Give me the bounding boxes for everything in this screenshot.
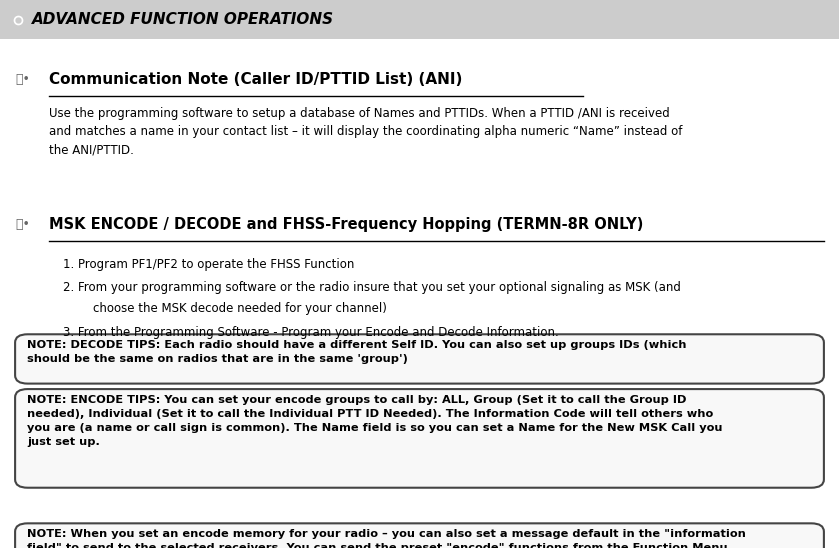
Text: Use the programming software to setup a database of Names and PTTIDs. When a PTT: Use the programming software to setup a …	[49, 107, 682, 157]
FancyBboxPatch shape	[0, 0, 839, 39]
Text: 2. From your programming software or the radio insure that you set your optional: 2. From your programming software or the…	[63, 281, 680, 294]
FancyBboxPatch shape	[15, 523, 824, 548]
Text: 〜•: 〜•	[15, 73, 30, 86]
Text: NOTE: ENCODE TIPS: You can set your encode groups to call by: ALL, Group (Set it: NOTE: ENCODE TIPS: You can set your enco…	[27, 395, 722, 447]
Text: 〜•: 〜•	[15, 218, 30, 231]
FancyBboxPatch shape	[15, 334, 824, 384]
Text: NOTE: DECODE TIPS: Each radio should have a different Self ID. You can also set : NOTE: DECODE TIPS: Each radio should hav…	[27, 340, 686, 364]
Text: ADVANCED FUNCTION OPERATIONS: ADVANCED FUNCTION OPERATIONS	[32, 12, 334, 27]
Text: Communication Note (Caller ID/PTTID List) (ANI): Communication Note (Caller ID/PTTID List…	[49, 72, 462, 87]
Text: NOTE: When you set an encode memory for your radio – you can also set a message : NOTE: When you set an encode memory for …	[27, 529, 746, 548]
Text: MSK ENCODE / DECODE and FHSS-Frequency Hopping (TERMN-8R ONLY): MSK ENCODE / DECODE and FHSS-Frequency H…	[49, 217, 643, 232]
Text: 3. From the Programming Software - Program your Encode and Decode Information.: 3. From the Programming Software - Progr…	[63, 326, 559, 339]
Text: choose the MSK decode needed for your channel): choose the MSK decode needed for your ch…	[78, 302, 387, 316]
FancyBboxPatch shape	[15, 389, 824, 488]
Text: 1. Program PF1/PF2 to operate the FHSS Function: 1. Program PF1/PF2 to operate the FHSS F…	[63, 258, 354, 271]
